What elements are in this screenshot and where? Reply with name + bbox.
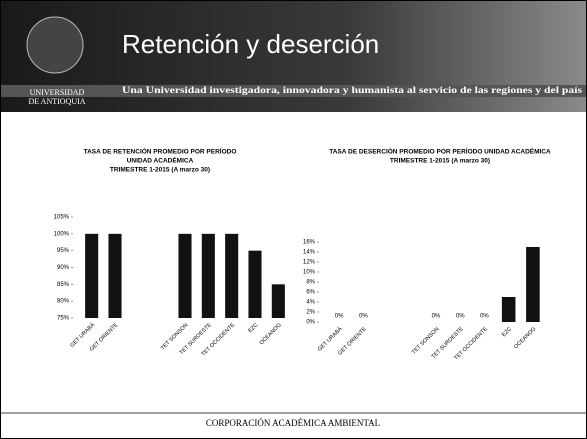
tagline: Una Universidad investigadora, innovador… <box>122 86 582 96</box>
chart-title: TRIMESTRE 1-2015 (A marzo 30) <box>110 167 210 174</box>
value-label: 0% <box>359 314 368 320</box>
y-tick-label: 6% <box>306 290 315 296</box>
y-tick-label: 16% <box>303 240 316 246</box>
y-tick-label: 0% <box>306 320 315 326</box>
y-tick-label: 105% <box>54 215 70 221</box>
slide-title: Retención y deserción <box>122 29 379 59</box>
value-label: 0% <box>335 314 344 320</box>
bar <box>202 234 215 318</box>
y-tick-label: 8% <box>306 280 315 286</box>
value-label: 0% <box>432 314 441 320</box>
y-tick-label: 4% <box>306 300 315 306</box>
bar <box>108 234 121 318</box>
y-tick-label: 12% <box>303 260 316 266</box>
bar <box>225 234 238 318</box>
y-tick-label: 75% <box>57 316 70 322</box>
value-label: 0% <box>456 314 465 320</box>
y-tick-label: 2% <box>306 310 315 316</box>
y-tick-label: 90% <box>57 265 70 271</box>
y-tick-label: 80% <box>57 299 70 305</box>
bar <box>178 234 191 318</box>
y-tick-label: 95% <box>57 248 70 254</box>
slide: UNIVERSIDAD DE ANTIOQUIA Retención y des… <box>0 0 587 439</box>
chart-title: TRIMESTRE 1-2015 (A marzo 30) <box>390 158 490 165</box>
logo-text: DE ANTIOQUIA <box>28 97 85 106</box>
y-tick-label: 14% <box>303 250 316 256</box>
bar <box>502 297 516 322</box>
bar <box>526 247 540 322</box>
chart-title: TASA DE RETENCIÓN PROMEDIO POR PERÍODO <box>84 147 237 156</box>
bar <box>248 251 261 318</box>
chart-title: UNIDAD ACADÉMICA <box>127 156 194 165</box>
value-label: 0% <box>480 314 489 320</box>
y-tick-label: 100% <box>54 231 70 237</box>
bar <box>85 234 98 318</box>
y-tick-label: 10% <box>303 270 316 276</box>
logo-emblem <box>27 17 83 73</box>
y-tick-label: 85% <box>57 282 70 288</box>
bar <box>272 284 285 318</box>
footer: CORPORACIÓN ACADÉMICA AMBIENTAL <box>206 418 380 428</box>
chart-title: TASA DE DESERCIÓN PROMEDIO POR PERÍODO U… <box>329 147 551 156</box>
logo-text: UNIVERSIDAD <box>30 88 85 97</box>
